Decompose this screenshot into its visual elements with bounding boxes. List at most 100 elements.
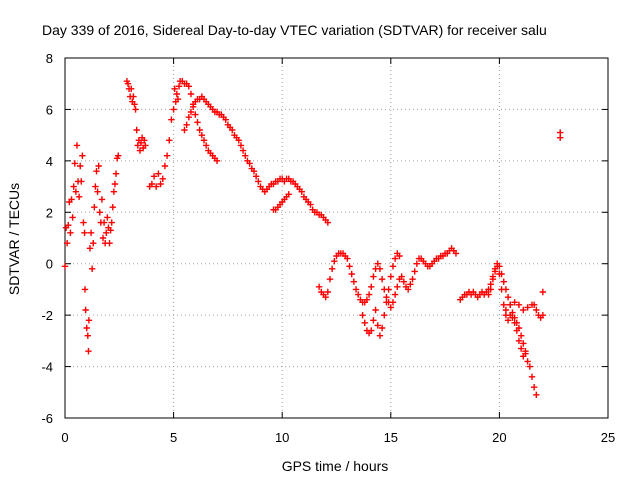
data-point <box>108 219 115 226</box>
data-point <box>387 273 394 280</box>
data-point <box>398 273 405 280</box>
data-point <box>128 85 135 93</box>
data-point <box>355 291 362 298</box>
data-point <box>237 142 245 149</box>
data-point <box>352 286 360 293</box>
data-point <box>79 152 86 159</box>
x-tick-label: 20 <box>492 430 506 445</box>
data-point <box>78 178 85 185</box>
data-point <box>155 170 162 177</box>
y-tick-label: 2 <box>46 205 53 220</box>
data-point <box>132 106 139 113</box>
data-point <box>376 265 384 273</box>
data-point <box>67 229 74 237</box>
data-point <box>95 162 102 170</box>
data-point <box>346 263 353 270</box>
data-point <box>124 80 132 87</box>
data-point <box>328 265 336 273</box>
data-point <box>69 214 76 221</box>
data-point <box>530 383 538 391</box>
data-point <box>526 363 534 370</box>
data-point <box>104 214 111 221</box>
data-point <box>192 111 199 118</box>
data-point <box>133 126 140 134</box>
data-point <box>94 188 101 195</box>
data-point <box>168 116 175 123</box>
data-point <box>394 283 401 291</box>
data-point <box>381 311 388 319</box>
data-point <box>166 137 173 144</box>
data-point <box>171 85 178 93</box>
data-point <box>344 255 351 262</box>
data-point <box>500 301 507 309</box>
y-tick-label: 8 <box>46 51 53 66</box>
data-point <box>81 286 89 293</box>
data-point <box>522 347 529 355</box>
x-tick-label: 15 <box>384 430 398 445</box>
data-point <box>489 275 497 283</box>
data-point <box>112 170 120 177</box>
data-point <box>77 162 84 170</box>
data-point <box>376 332 384 339</box>
data-point <box>407 281 414 288</box>
data-point <box>84 332 92 339</box>
data-point <box>307 201 314 208</box>
data-point <box>134 142 141 149</box>
x-axis-tick-labels: 0 5 10 15 20 25 <box>61 430 615 445</box>
data-point <box>153 183 160 190</box>
data-point <box>491 268 499 275</box>
y-tick-label: -6 <box>41 411 53 426</box>
data-point <box>404 286 412 293</box>
data-point <box>130 93 137 100</box>
x-tick-label: 0 <box>61 430 68 445</box>
data-point <box>372 306 379 314</box>
data-point <box>391 291 399 298</box>
data-point <box>72 188 80 195</box>
data-point <box>99 234 107 242</box>
data-point <box>200 137 208 144</box>
data-point <box>173 90 181 98</box>
data-point <box>396 252 403 260</box>
data-point <box>83 324 90 332</box>
data-point <box>213 157 221 165</box>
data-point <box>96 209 103 216</box>
y-tick-label: 0 <box>46 257 53 272</box>
data-point <box>517 345 525 352</box>
data-point <box>298 188 305 195</box>
data-point <box>87 229 95 237</box>
data-point <box>315 283 323 291</box>
data-point <box>359 311 366 319</box>
data-point <box>504 317 512 324</box>
data-point <box>411 268 418 275</box>
data-point <box>98 196 106 203</box>
data-point <box>187 90 195 98</box>
x-tick-label: 10 <box>275 430 289 445</box>
data-point <box>413 260 421 267</box>
y-tick-label: -2 <box>41 308 53 323</box>
data-point <box>80 219 87 226</box>
data-point <box>387 304 394 311</box>
data-point <box>348 270 355 278</box>
data-point <box>511 299 518 306</box>
data-point <box>487 286 494 293</box>
data-point <box>383 299 390 306</box>
data-point <box>202 142 210 149</box>
data-point <box>150 173 158 180</box>
data-point <box>285 191 292 198</box>
x-tick-label: 25 <box>601 430 615 445</box>
data-point <box>391 255 399 262</box>
y-tick-label: 4 <box>46 154 53 169</box>
data-point <box>137 139 145 147</box>
data-point <box>174 95 182 103</box>
data-point <box>88 265 96 273</box>
data-point <box>189 103 197 111</box>
data-point <box>385 286 392 293</box>
data-point <box>485 291 492 298</box>
data-point <box>170 106 177 113</box>
data-point <box>235 137 242 144</box>
data-point <box>92 183 99 190</box>
data-point <box>498 286 505 293</box>
data-point <box>148 180 156 188</box>
plot-area-frame <box>64 57 609 419</box>
data-point <box>246 160 253 167</box>
